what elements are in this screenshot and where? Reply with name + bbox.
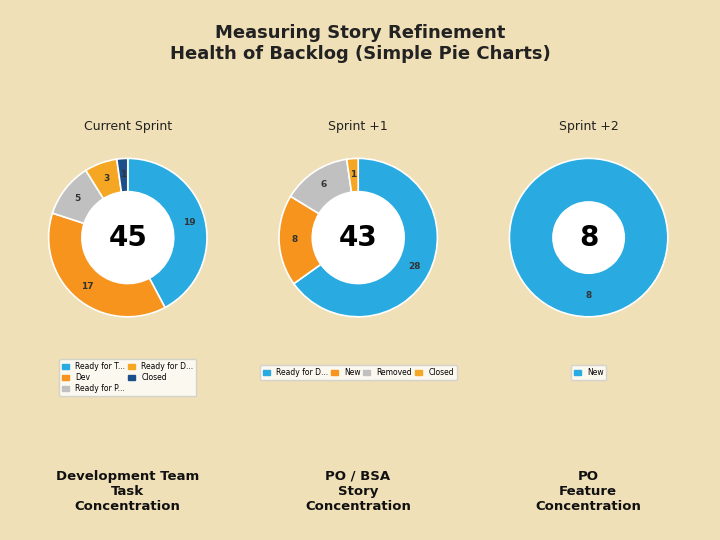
Text: 19: 19 (183, 218, 196, 227)
Wedge shape (127, 158, 207, 307)
Text: PO / BSA
Story
Concentration: PO / BSA Story Concentration (305, 470, 411, 513)
Legend: Ready for T..., Dev, Ready for P..., Ready for D..., Closed: Ready for T..., Dev, Ready for P..., Rea… (59, 359, 197, 396)
Circle shape (82, 192, 174, 284)
Text: 6: 6 (320, 180, 326, 189)
Wedge shape (86, 159, 122, 199)
Title: Current Sprint: Current Sprint (84, 120, 172, 133)
Text: 1: 1 (120, 170, 127, 179)
Text: Development Team
Task
Concentration: Development Team Task Concentration (56, 470, 199, 513)
Wedge shape (510, 158, 668, 317)
Text: 45: 45 (109, 224, 147, 252)
Wedge shape (346, 158, 359, 192)
Text: Measuring Story Refinement
Health of Backlog (Simple Pie Charts): Measuring Story Refinement Health of Bac… (170, 24, 550, 63)
Text: PO
Feature
Concentration: PO Feature Concentration (535, 470, 642, 513)
Text: 43: 43 (339, 224, 377, 252)
Text: 28: 28 (408, 262, 420, 271)
Wedge shape (294, 158, 437, 317)
Text: 1: 1 (351, 170, 356, 179)
Legend: Ready for D..., New, Removed, Closed: Ready for D..., New, Removed, Closed (260, 365, 456, 380)
Circle shape (553, 202, 624, 273)
Wedge shape (117, 158, 128, 192)
Circle shape (312, 192, 404, 284)
Wedge shape (279, 197, 321, 284)
Text: 17: 17 (81, 282, 94, 291)
Wedge shape (291, 159, 351, 214)
Wedge shape (53, 171, 104, 224)
Text: 5: 5 (75, 194, 81, 203)
Text: 8: 8 (292, 235, 298, 245)
Legend: New: New (571, 365, 606, 380)
Title: Sprint +2: Sprint +2 (559, 120, 618, 133)
Text: 8: 8 (585, 291, 592, 300)
Title: Sprint +1: Sprint +1 (328, 120, 388, 133)
Wedge shape (49, 213, 165, 317)
Text: 8: 8 (579, 224, 598, 252)
Text: 3: 3 (103, 173, 109, 183)
